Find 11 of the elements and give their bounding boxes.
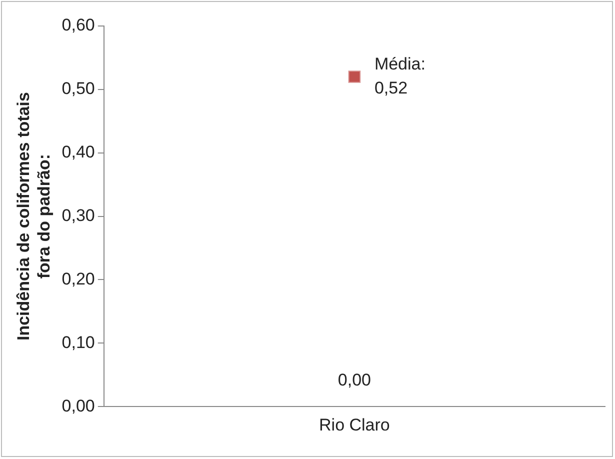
y-tick-label: 0,30 [62,206,95,225]
y-tick-label: 0,10 [62,332,95,352]
annotation: 0,00 [338,370,371,390]
data-label: Média: 0,52 [374,54,426,98]
y-tick-label: 0,20 [62,269,95,288]
y-tick-label: 0,40 [62,142,95,162]
x-tick-label: Rio Claro [319,415,390,434]
y-tick-label: 0,50 [62,79,95,98]
y-tick-label: 0,60 [62,16,95,35]
y-axis-title: Incidência de coliformes totais fora do padrão: [14,92,54,341]
y-tick-label: 0,00 [62,396,95,416]
